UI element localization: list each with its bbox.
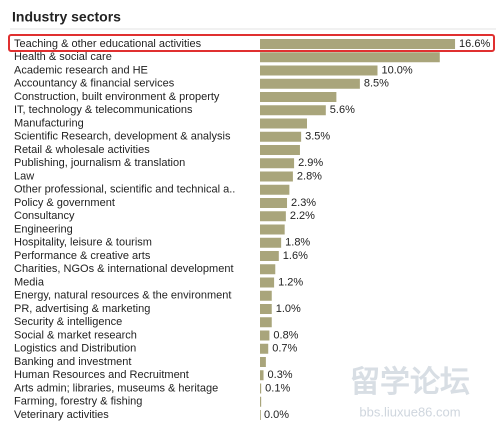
bar bbox=[260, 105, 326, 116]
bar bbox=[260, 131, 302, 142]
category-label: Other professional, scientific and techn… bbox=[14, 184, 235, 196]
category-label: Hospitality, leisure & tourism bbox=[14, 237, 152, 249]
bar bbox=[260, 184, 290, 195]
category-label: Health & social care bbox=[14, 51, 112, 63]
bar bbox=[260, 330, 270, 341]
value-label: 0.7% bbox=[272, 343, 297, 355]
value-label: 2.9% bbox=[298, 157, 323, 169]
category-label: IT, technology & telecommunications bbox=[14, 104, 193, 116]
category-label: Construction, built environment & proper… bbox=[14, 91, 220, 103]
bar bbox=[260, 264, 276, 275]
value-label: 0.8% bbox=[273, 329, 298, 341]
category-label: Performance & creative arts bbox=[14, 250, 151, 262]
category-label: Law bbox=[14, 170, 34, 182]
bar bbox=[260, 290, 272, 301]
bar bbox=[260, 410, 261, 420]
category-label: Teaching & other educational activities bbox=[14, 38, 202, 50]
value-label: 0.0% bbox=[264, 409, 289, 421]
category-label: Farming, forestry & fishing bbox=[14, 396, 142, 408]
category-label: Human Resources and Recruitment bbox=[14, 369, 189, 381]
category-label: Scientific Research, development & analy… bbox=[14, 131, 231, 143]
category-label: Publishing, journalism & translation bbox=[14, 157, 185, 169]
value-label: 1.6% bbox=[283, 250, 308, 262]
bar bbox=[260, 357, 266, 367]
value-label: 2.3% bbox=[291, 197, 316, 209]
bar bbox=[260, 370, 264, 381]
bar bbox=[260, 145, 300, 155]
bar bbox=[260, 198, 288, 208]
value-label: 0.1% bbox=[265, 382, 290, 394]
bar bbox=[260, 251, 279, 261]
value-label: 10.0% bbox=[382, 64, 413, 76]
bar bbox=[260, 52, 440, 63]
category-label: PR, advertising & marketing bbox=[14, 303, 150, 315]
category-label: Security & intelligence bbox=[14, 316, 122, 328]
highlight-box bbox=[8, 34, 495, 52]
bar bbox=[260, 211, 286, 222]
watermark-title: 留学论坛 bbox=[350, 365, 470, 399]
value-label: 16.6% bbox=[459, 38, 490, 50]
bar bbox=[260, 396, 262, 407]
category-label: Consultancy bbox=[14, 210, 75, 222]
value-label: 2.8% bbox=[297, 170, 322, 182]
bar bbox=[260, 383, 262, 394]
category-label: Manufacturing bbox=[14, 117, 84, 129]
value-label: 2.2% bbox=[290, 210, 315, 222]
category-label: Veterinary activities bbox=[14, 409, 109, 421]
chart-title: Industry sectors bbox=[12, 9, 121, 25]
category-label: Retail & wholesale activities bbox=[14, 144, 150, 156]
value-label: 3.5% bbox=[305, 131, 330, 143]
value-label: 1.2% bbox=[278, 276, 303, 288]
value-label: 1.8% bbox=[285, 237, 310, 249]
category-label: Engineering bbox=[14, 223, 73, 235]
value-label: 0.3% bbox=[268, 369, 293, 381]
value-label: 8.5% bbox=[364, 78, 389, 90]
bar bbox=[260, 304, 272, 314]
category-label: Policy & government bbox=[14, 197, 115, 209]
bar bbox=[260, 277, 275, 288]
bar bbox=[260, 78, 360, 89]
category-label: Arts admin; libraries, museums & heritag… bbox=[14, 382, 218, 394]
category-label: Academic research and HE bbox=[14, 64, 148, 76]
value-label: 5.6% bbox=[330, 104, 355, 116]
watermark-url: bbs.liuxue86.com bbox=[359, 404, 460, 419]
bar bbox=[260, 343, 269, 354]
category-label: Media bbox=[14, 276, 45, 288]
category-label: Energy, natural resources & the environm… bbox=[14, 290, 231, 302]
bar bbox=[260, 317, 272, 328]
category-label: Accountancy & financial services bbox=[14, 78, 175, 90]
bar bbox=[260, 237, 282, 248]
value-label: 1.0% bbox=[276, 303, 301, 315]
bar bbox=[260, 118, 307, 129]
bar bbox=[260, 65, 378, 76]
bar bbox=[260, 171, 293, 182]
bar bbox=[260, 158, 295, 169]
category-label: Social & market research bbox=[14, 329, 137, 341]
bar bbox=[260, 39, 456, 49]
category-label: Logistics and Distribution bbox=[14, 343, 136, 355]
bar bbox=[260, 92, 337, 102]
category-label: Charities, NGOs & international developm… bbox=[14, 263, 234, 275]
bar bbox=[260, 224, 285, 235]
category-label: Banking and investment bbox=[14, 356, 131, 368]
